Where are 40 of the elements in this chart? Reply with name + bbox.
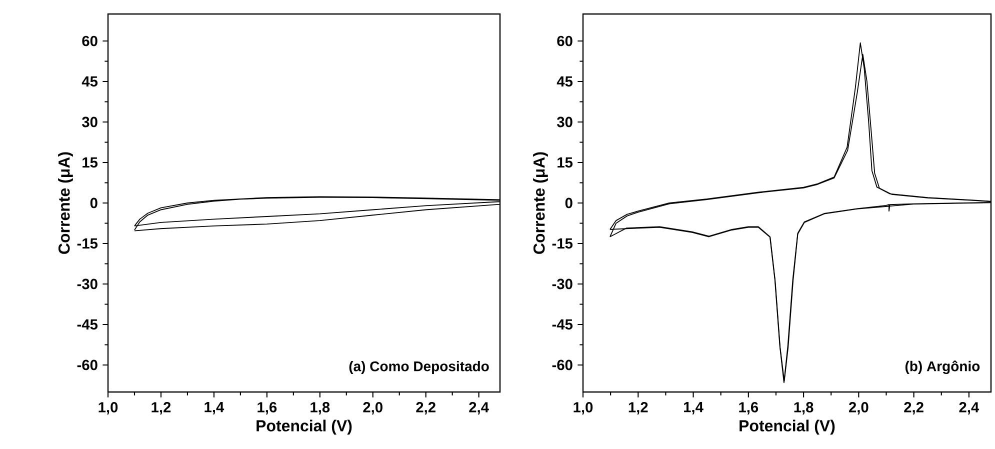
y-tick-label: -45 xyxy=(77,319,98,330)
y-tick-label: -60 xyxy=(77,360,98,370)
x-tick-label: 2,0 xyxy=(363,402,382,415)
x-tick-label: 1,0 xyxy=(574,402,593,415)
x-tick-label: 1,2 xyxy=(152,402,171,415)
x-axis-title: Potencial (V) xyxy=(740,420,835,435)
x-tick-label: 1,0 xyxy=(98,402,118,415)
x-tick-label: 2,2 xyxy=(904,402,924,415)
x-tick-label: 1,4 xyxy=(684,402,704,414)
annotation: (b) Argônio xyxy=(905,360,980,374)
annotation: (a) Como Depositado xyxy=(349,360,489,374)
y-tick-label: 30 xyxy=(556,116,572,128)
y-tick-label: -30 xyxy=(77,278,98,290)
x-tick-label: 1,4 xyxy=(204,402,224,414)
x-tick-label: 1,2 xyxy=(628,402,648,415)
x-tick-label: 1,8 xyxy=(794,402,814,415)
y-tick-label: 45 xyxy=(82,76,98,87)
y-tick-label: 0 xyxy=(565,198,572,208)
y-tick-label: 60 xyxy=(557,36,572,46)
x-tick-label: 1,6 xyxy=(258,402,277,415)
y-tick-label: 30 xyxy=(82,116,98,128)
y-tick-label: 0 xyxy=(90,198,98,208)
x-tick-label: 2,4 xyxy=(959,402,980,415)
y-tick-label: 60 xyxy=(82,36,98,46)
y-tick-label: 15 xyxy=(82,157,98,168)
y-tick-label: -60 xyxy=(552,360,572,370)
y-axis-title: Corrente (μA) xyxy=(533,152,548,254)
x-axis-title: Potencial (V) xyxy=(256,420,352,435)
x-tick-label: 1,6 xyxy=(739,402,758,415)
x-tick-label: 2,4 xyxy=(469,402,489,415)
x-tick-label: 1,8 xyxy=(310,402,330,415)
x-tick-label: 2,0 xyxy=(848,402,868,415)
y-tick-label: -15 xyxy=(552,238,573,249)
y-tick-label: 45 xyxy=(556,76,573,87)
y-tick-label: -15 xyxy=(77,238,98,249)
y-tick-label: -45 xyxy=(552,319,573,330)
y-axis-title: Corrente (μA) xyxy=(58,152,73,254)
x-tick-label: 2,2 xyxy=(416,402,436,415)
y-tick-label: 15 xyxy=(558,157,573,168)
y-tick-label: -30 xyxy=(552,278,572,290)
